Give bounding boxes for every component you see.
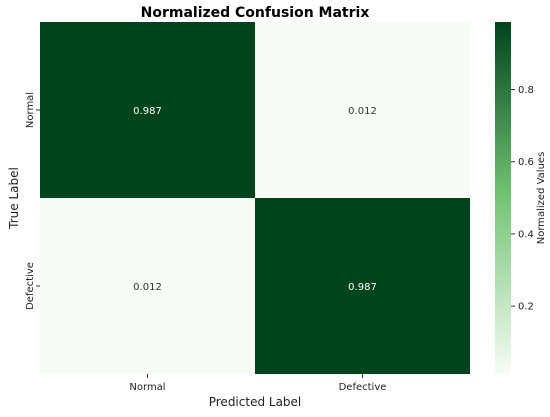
cell-value-label: 0.987: [348, 282, 377, 293]
y-axis-ticks: Normal Defective: [25, 92, 40, 310]
colorbar-tick-label: 0.2: [518, 302, 534, 313]
heatmap-cell: [255, 198, 470, 374]
heatmap-cell: [40, 198, 255, 374]
colorbar-ticks: 0.2 0.4 0.6 0.8: [511, 85, 534, 313]
cell-value-label: 0.012: [348, 106, 377, 117]
y-tick-label: Defective: [25, 262, 36, 310]
colorbar-tick-label: 0.4: [518, 229, 534, 240]
cell-value-label: 0.987: [133, 106, 162, 117]
cell-value-label: 0.012: [133, 282, 162, 293]
chart-title: Normalized Confusion Matrix: [141, 5, 370, 21]
heatmap-cell: [255, 22, 470, 198]
x-axis-ticks: Normal Defective: [129, 374, 386, 393]
y-tick-label: Normal: [25, 92, 36, 128]
x-tick-label: Defective: [339, 382, 387, 393]
heatmap-cell: [40, 22, 255, 198]
heatmap-cells: 0.987 0.012 0.012 0.987: [40, 22, 470, 374]
colorbar-tick-label: 0.6: [518, 157, 534, 168]
colorbar: [495, 22, 511, 374]
y-axis-label: True Label: [7, 167, 21, 230]
colorbar-tick-label: 0.8: [518, 85, 534, 96]
x-axis-label: Predicted Label: [209, 395, 302, 409]
x-tick-label: Normal: [129, 382, 165, 393]
colorbar-label: Normalized Values: [536, 152, 547, 245]
